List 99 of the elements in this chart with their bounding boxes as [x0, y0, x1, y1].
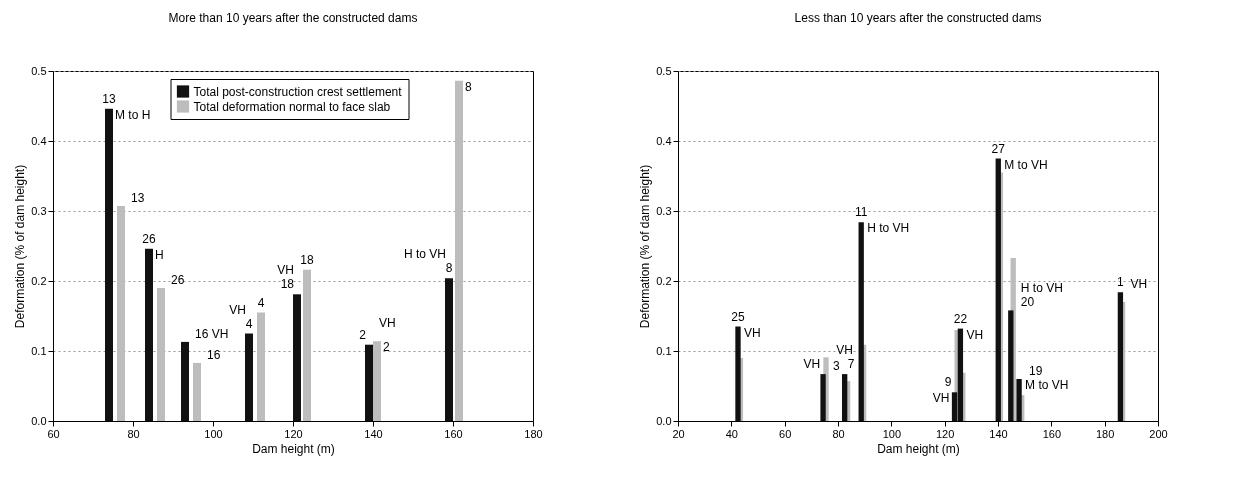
legend-label: Total post-construction crest settlement: [193, 84, 403, 99]
bar: [181, 341, 189, 421]
y-tick-label: 0.1: [31, 344, 47, 357]
annotation: 4: [257, 295, 265, 310]
bar: [105, 108, 113, 421]
y-tick-label: 0.5: [31, 64, 47, 77]
annotation: 7: [847, 357, 855, 372]
bar: [842, 374, 848, 421]
y-axis-title: Deformation (% of dam height): [13, 164, 28, 329]
annotation: 1: [1117, 275, 1125, 290]
annotation: VH: [379, 315, 396, 330]
x-tick-label: 60: [779, 427, 792, 440]
annotation: 13: [131, 191, 145, 206]
bar: [245, 333, 253, 421]
x-tick-label: 100: [882, 427, 902, 440]
x-tick-label: 180: [1095, 427, 1115, 440]
x-axis-title: Dam height (m): [877, 441, 960, 456]
annotation: 4: [245, 316, 253, 331]
bar: [303, 269, 311, 421]
bar: [373, 341, 381, 421]
bar: [455, 80, 463, 421]
annotation: VH: [229, 302, 246, 317]
x-tick-label: 80: [832, 427, 845, 440]
y-tick-label: 0.3: [656, 204, 672, 217]
bar: [1117, 292, 1124, 421]
annotation: 11: [854, 205, 868, 220]
annotation: 26: [142, 231, 156, 246]
annotation: M to VH: [1025, 378, 1069, 392]
y-tick-label: 0.5: [656, 64, 672, 77]
x-tick-label: 160: [444, 427, 463, 440]
annotation: VH: [803, 357, 821, 372]
x-tick-label: 200: [1149, 427, 1168, 440]
x-tick-label: 180: [524, 427, 543, 440]
x-tick-label: 140: [364, 427, 383, 440]
annotation: 25: [731, 309, 745, 324]
annotation: 8: [445, 261, 453, 276]
x-tick-label: 140: [989, 427, 1008, 440]
bar: [157, 288, 165, 421]
x-tick-label: 120: [284, 427, 303, 440]
annotation: M to H: [115, 107, 151, 122]
annotation: VH: [744, 325, 761, 340]
y-tick-label: 0.2: [656, 274, 672, 287]
chart-title: Less than 10 years after the constructed dams: [794, 11, 1042, 25]
bar: [820, 374, 826, 421]
annotation: H to VH: [1020, 281, 1063, 296]
bar: [858, 222, 864, 421]
annotation: H: [155, 247, 164, 262]
y-tick-label: 0.4: [656, 134, 672, 147]
x-tick-label: 60: [47, 427, 60, 440]
bar: [193, 362, 201, 421]
legend-label: Total deformation normal to face slab: [193, 99, 391, 114]
annotation: 18: [280, 277, 295, 292]
x-tick-label: 100: [204, 427, 223, 440]
annotation: 27: [991, 141, 1006, 156]
x-tick-label: 40: [725, 427, 738, 440]
annotation: 20: [1020, 295, 1035, 310]
x-tick-label: 160: [1042, 427, 1062, 440]
annotation: M to VH: [1004, 157, 1048, 172]
annotation: 16: [207, 347, 221, 362]
annotation: 3: [833, 359, 841, 374]
y-tick-label: 0.0: [31, 414, 47, 427]
y-tick-label: 0.4: [31, 134, 47, 147]
bar: [1016, 379, 1022, 421]
bar: [293, 294, 301, 421]
bar: [1008, 310, 1014, 421]
bar: [445, 278, 453, 421]
bar: [117, 206, 125, 421]
annotation: 2: [383, 340, 390, 355]
annotation: VH: [966, 327, 984, 342]
y-axis-title: Deformation (% of dam height): [638, 164, 653, 329]
annotation: 13: [102, 91, 116, 106]
x-tick-label: 80: [127, 427, 140, 440]
annotation: 16 VH: [195, 326, 229, 341]
annotation: 8: [465, 79, 472, 94]
chart-title: More than 10 years after the constructed dams: [168, 11, 418, 25]
bar: [257, 312, 265, 421]
annotation: VH: [1130, 277, 1148, 292]
annotation: 22: [953, 311, 968, 326]
x-axis-title: Dam height (m): [252, 441, 335, 456]
bar: [735, 326, 741, 421]
annotation: 19: [1029, 364, 1043, 378]
annotation: 9: [944, 375, 952, 390]
bar: [995, 158, 1001, 421]
annotation: 18: [300, 252, 314, 267]
y-tick-label: 0.1: [656, 344, 672, 357]
annotation: H to VH: [867, 221, 910, 236]
annotation: VH: [932, 391, 950, 406]
annotation: 2: [359, 327, 367, 342]
y-tick-label: 0.3: [31, 204, 47, 217]
x-tick-label: 20: [672, 427, 685, 440]
bar: [145, 248, 153, 421]
y-tick-label: 0.0: [656, 414, 672, 427]
x-tick-label: 120: [935, 427, 955, 440]
bar: [365, 344, 373, 421]
annotation: VH: [836, 343, 853, 358]
annotation: VH: [277, 263, 294, 278]
y-tick-label: 0.2: [31, 274, 47, 287]
annotation: H to VH: [403, 247, 446, 262]
annotation: 26: [171, 273, 185, 287]
